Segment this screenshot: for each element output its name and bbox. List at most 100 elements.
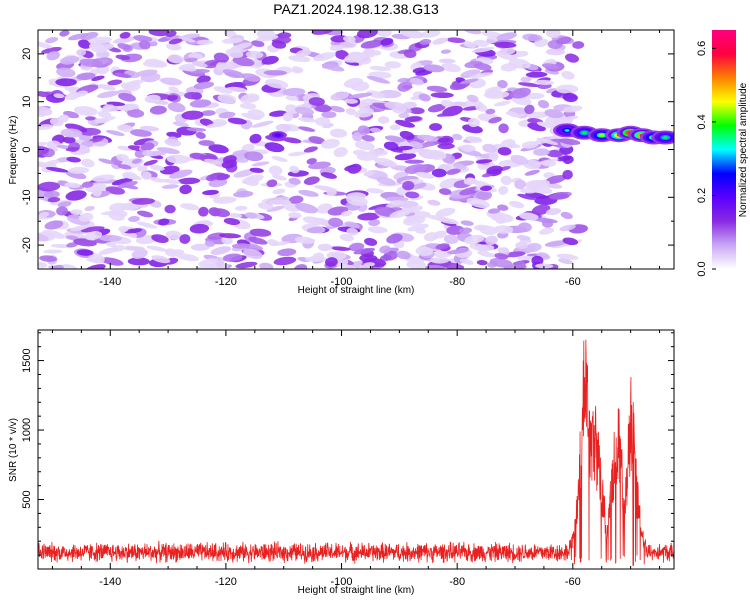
heatmap-cell <box>38 161 47 167</box>
heatmap-cell <box>41 46 62 54</box>
heatmap-cell <box>222 155 237 164</box>
heatmap-cell <box>333 147 348 158</box>
heatmap-cell <box>61 264 79 269</box>
heatmap-cell <box>277 248 297 257</box>
heatmap-cell <box>225 48 244 58</box>
heatmap-cell <box>534 79 555 85</box>
heatmap-cell <box>397 81 412 92</box>
heatmap-cell <box>476 259 488 266</box>
heatmap-cell <box>340 210 353 217</box>
heatmap-cell <box>403 49 417 59</box>
heatmap-cell <box>354 140 375 151</box>
heatmap-cell <box>195 39 214 45</box>
heatmap-cell <box>420 30 441 38</box>
heatmap-cell <box>499 47 516 55</box>
heatmap-cell <box>45 36 59 44</box>
heatmap-cell <box>202 189 219 196</box>
heatmap-cell <box>123 173 142 181</box>
heatmap-cell <box>243 248 263 260</box>
heatmap-cell <box>321 63 345 72</box>
heatmap-cell <box>105 241 117 248</box>
heatmap-cell <box>363 262 376 267</box>
heatmap-cell <box>80 226 105 233</box>
heatmap-cell <box>493 253 509 260</box>
heatmap-cell <box>389 124 401 131</box>
heatmap-cell <box>59 30 70 37</box>
heatmap-cell <box>394 145 413 151</box>
heatmap-cell <box>189 152 207 160</box>
heatmap-cell <box>245 50 264 59</box>
snr-axes: -140 -120 -100 -80 -60 500 1000 1500 <box>21 330 674 588</box>
heatmap-cell <box>488 151 499 162</box>
heatmap-cell <box>343 35 356 43</box>
heatmap-cell <box>135 69 158 77</box>
heatmap-cell <box>498 123 509 134</box>
heatmap-cell <box>164 204 176 214</box>
heatmap-cell <box>531 204 551 216</box>
heatmap-cell <box>45 166 69 173</box>
heatmap-cell <box>508 200 525 209</box>
heatmap-cell <box>514 179 526 190</box>
heatmap-cell <box>38 106 53 116</box>
heatmap-cell <box>329 105 345 113</box>
heatmap-cell <box>294 106 315 116</box>
heatmap-cell <box>295 49 312 57</box>
heatmap-cell <box>267 199 292 205</box>
heatmap-cell <box>494 41 517 49</box>
y-tick-label: 0 <box>21 146 33 152</box>
heatmap-cell <box>463 30 482 35</box>
heatmap-cell <box>205 121 228 128</box>
heatmap-cell <box>415 246 434 257</box>
heatmap-cell <box>376 176 396 186</box>
heatmap-cell <box>271 40 287 49</box>
heatmap-cell <box>160 77 183 86</box>
heatmap-cell <box>497 147 512 156</box>
heatmap-cell <box>212 208 231 218</box>
heatmap-ylabel: Frequency (Hz) <box>8 116 19 185</box>
heatmap-cell <box>282 137 302 144</box>
heatmap-cell <box>475 159 493 164</box>
heatmap-cell <box>407 223 429 232</box>
heatmap-cell <box>486 165 503 175</box>
heatmap-cell <box>510 154 529 165</box>
heatmap-cell <box>384 135 405 143</box>
heatmap-cell <box>390 200 404 206</box>
heatmap-cell <box>247 109 265 120</box>
heatmap-cell <box>317 243 333 252</box>
heatmap-cell <box>562 92 578 103</box>
heatmap-cell <box>70 224 90 232</box>
heatmap-cell <box>460 220 474 226</box>
heatmap-cell <box>399 130 415 140</box>
heatmap-cell <box>218 111 236 119</box>
heatmap-cell <box>91 75 105 82</box>
heatmap-cell <box>416 134 440 142</box>
heatmap-cell <box>200 110 216 116</box>
heatmap-cell <box>449 101 467 108</box>
heatmap-cell <box>294 202 319 214</box>
heatmap-cell <box>362 50 376 58</box>
heatmap-cell <box>57 114 69 123</box>
heatmap-cell <box>459 258 474 265</box>
heatmap-cell <box>348 242 365 252</box>
heatmap-cell <box>76 249 94 256</box>
heatmap-cell <box>415 171 435 179</box>
heatmap-cell <box>525 242 542 253</box>
heatmap-cell <box>241 174 264 185</box>
heatmap-cell <box>102 104 115 110</box>
heatmap-cell <box>167 95 178 101</box>
heatmap-cell <box>251 161 270 167</box>
heatmap-cell <box>91 174 115 182</box>
heatmap-cell <box>38 181 61 192</box>
heatmap-cell <box>184 91 201 100</box>
heatmap-cell <box>385 196 409 202</box>
heatmap-cell <box>198 206 209 217</box>
heatmap-cell <box>129 129 152 137</box>
heatmap-cell <box>496 32 517 41</box>
heatmap-cell <box>441 63 461 73</box>
heatmap-cell <box>107 79 123 86</box>
heatmap-cell <box>47 197 61 203</box>
heatmap-cell <box>437 137 451 143</box>
heatmap-cell <box>251 40 265 47</box>
heatmap-cell <box>166 154 190 164</box>
heatmap-cell <box>106 130 125 136</box>
